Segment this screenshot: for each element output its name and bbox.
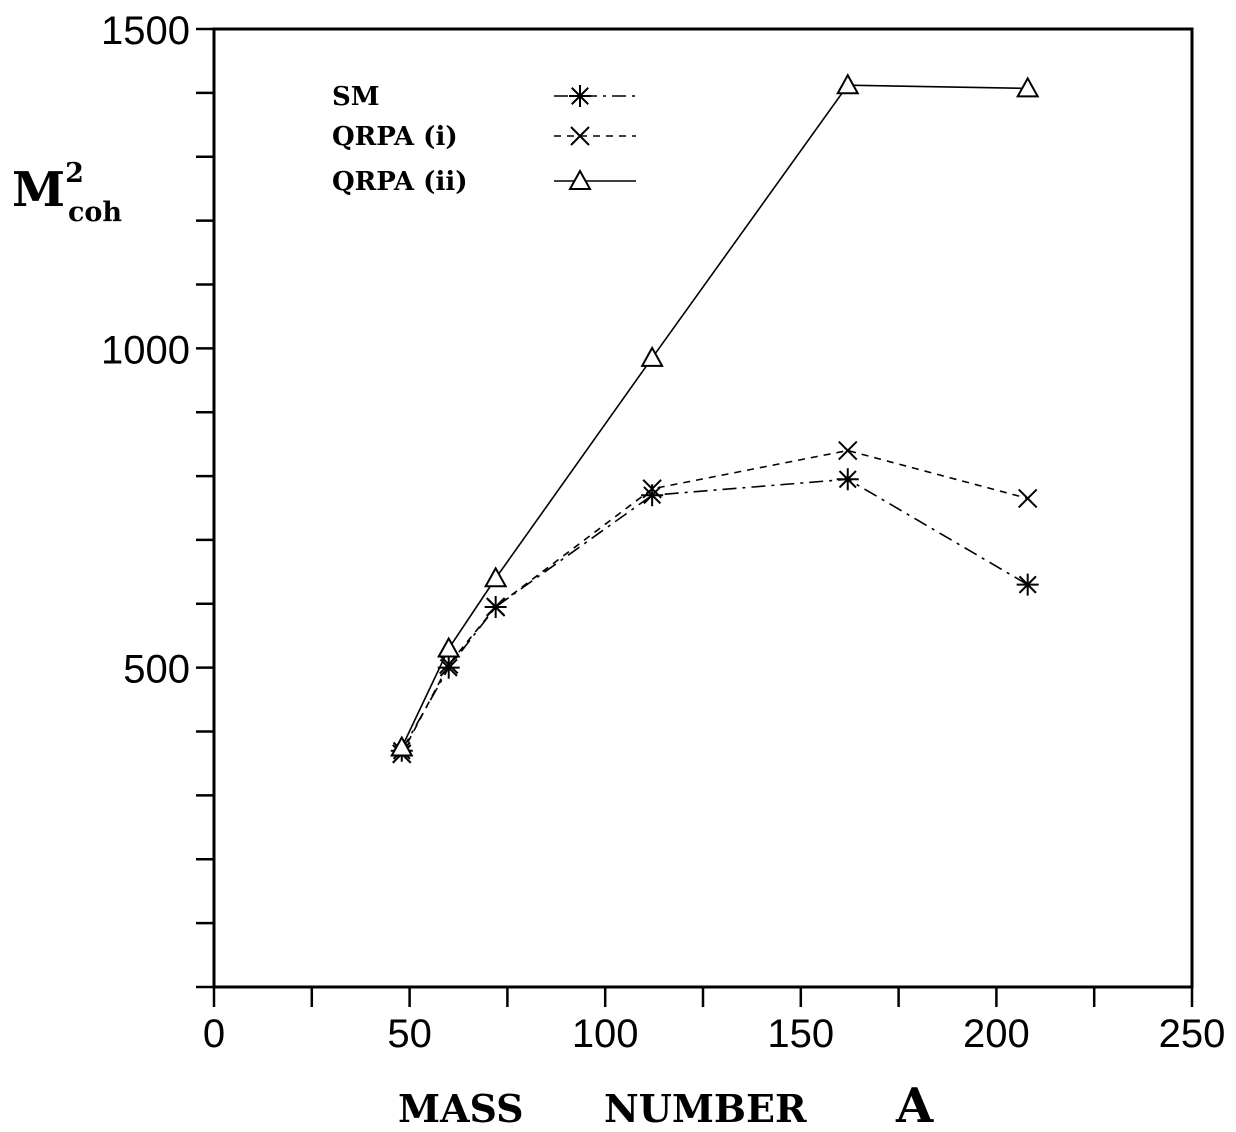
series-3 <box>390 73 1040 757</box>
x-axis-title-word-1: MASS <box>398 1086 524 1131</box>
legend-label: SM <box>332 82 380 112</box>
data-point <box>483 566 508 588</box>
legend-marker <box>570 126 590 146</box>
x-axis-title-word-2: NUMBER <box>604 1086 807 1131</box>
legend-item: SM <box>332 82 636 112</box>
y-tick-label: 500 <box>123 648 190 692</box>
series-layer <box>390 73 1040 764</box>
data-point <box>485 597 506 617</box>
data-point <box>642 479 662 499</box>
data-point <box>439 654 459 675</box>
x-axis-title-word-3: A <box>895 1078 934 1132</box>
legend-marker <box>569 85 591 107</box>
legend-label: QRPA (i) <box>332 122 458 152</box>
y-tick-label: 1500 <box>101 9 190 53</box>
series-line <box>401 84 1028 748</box>
x-tick-label: 50 <box>387 1012 432 1056</box>
y-axis-title-superscript: 2 <box>65 158 84 189</box>
legend-label: QRPA (ii) <box>332 167 468 197</box>
data-point <box>437 656 460 679</box>
x-axis-title: MASS NUMBER A <box>398 1078 934 1132</box>
x-tick-label: 200 <box>963 1012 1030 1056</box>
data-point <box>1015 76 1040 98</box>
series-line <box>401 478 1029 752</box>
legend-item: QRPA (i) <box>332 122 636 152</box>
y-axis-title: M2 coh <box>12 158 122 228</box>
x-tick-label: 150 <box>767 1012 834 1056</box>
axis-ticks <box>196 27 1194 1007</box>
y-axis-title-subscript: coh <box>68 197 122 228</box>
legend-item: QRPA (ii) <box>332 167 636 197</box>
legend: SM QRPA (i) QRPA (ii) <box>332 82 636 197</box>
data-point <box>1017 488 1038 509</box>
data-point <box>836 468 859 491</box>
data-point <box>838 440 858 461</box>
y-tick-label: 1000 <box>101 328 190 372</box>
data-point <box>390 735 414 757</box>
x-tick-label: 0 <box>203 1012 225 1056</box>
axis-tick-labels: 0 50 100 150 200 250 500 1000 1500 <box>101 9 1225 1056</box>
data-point <box>1016 573 1039 596</box>
y-axis-title-base: M <box>12 162 65 218</box>
series-line <box>401 449 1028 755</box>
data-point <box>640 345 664 367</box>
legend-marker <box>568 168 592 190</box>
x-tick-label: 250 <box>1159 1012 1226 1056</box>
series-2 <box>392 440 1038 764</box>
data-point <box>836 73 860 95</box>
x-tick-label: 100 <box>572 1012 639 1056</box>
data-point <box>437 636 461 658</box>
